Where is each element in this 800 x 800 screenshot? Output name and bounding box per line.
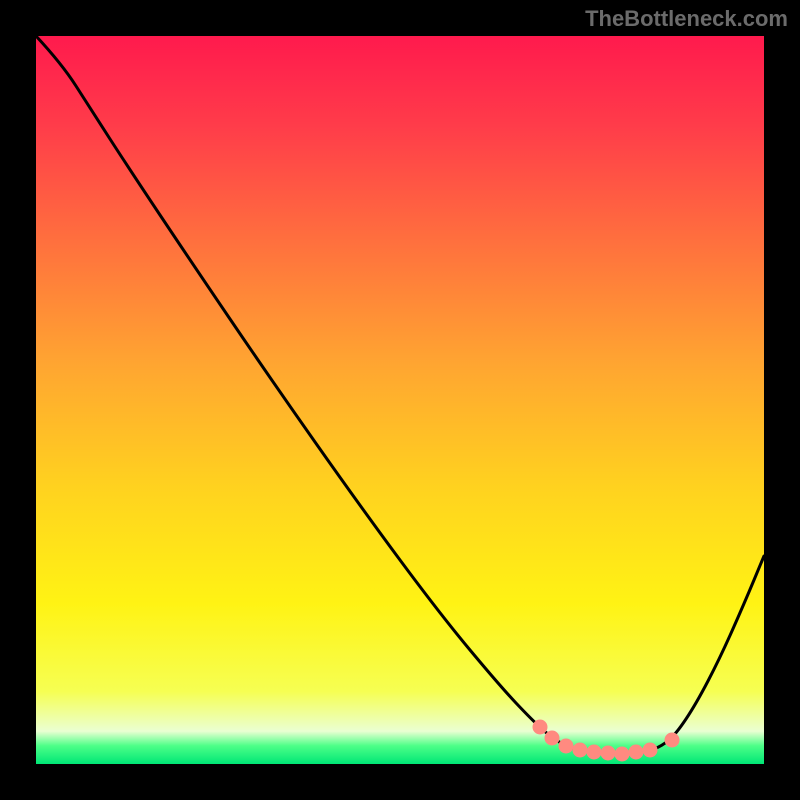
- chart-container: TheBottleneck.com: [0, 0, 800, 800]
- optimal-dot: [665, 733, 679, 747]
- optimal-dot: [629, 745, 643, 759]
- optimal-dot: [573, 743, 587, 757]
- optimal-dot: [601, 746, 615, 760]
- optimal-dot: [545, 731, 559, 745]
- watermark-text: TheBottleneck.com: [585, 6, 788, 32]
- optimal-dot: [533, 720, 547, 734]
- optimal-dot: [559, 739, 573, 753]
- plot-area: [36, 36, 764, 764]
- optimal-dot: [643, 743, 657, 757]
- optimal-dot: [587, 745, 601, 759]
- chart-svg: [0, 0, 800, 800]
- optimal-dot: [615, 747, 629, 761]
